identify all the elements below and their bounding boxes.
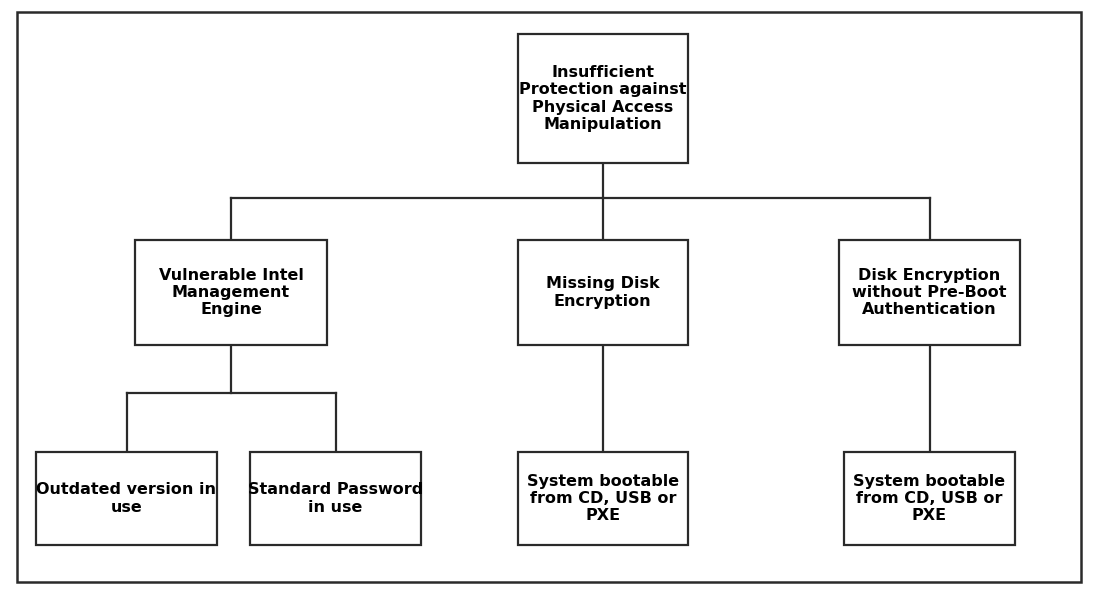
FancyBboxPatch shape (845, 453, 1014, 544)
Text: Disk Encryption
without Pre-Boot
Authentication: Disk Encryption without Pre-Boot Authent… (852, 267, 1006, 318)
Text: Vulnerable Intel
Management
Engine: Vulnerable Intel Management Engine (158, 267, 304, 318)
FancyBboxPatch shape (35, 453, 218, 544)
Text: System bootable
from CD, USB or
PXE: System bootable from CD, USB or PXE (527, 473, 679, 524)
Text: Outdated version in
use: Outdated version in use (36, 482, 217, 515)
FancyBboxPatch shape (518, 241, 689, 345)
Text: Missing Disk
Encryption: Missing Disk Encryption (546, 276, 660, 309)
FancyBboxPatch shape (518, 453, 689, 544)
Text: System bootable
from CD, USB or
PXE: System bootable from CD, USB or PXE (854, 473, 1005, 524)
Text: Insufficient
Protection against
Physical Access
Manipulation: Insufficient Protection against Physical… (519, 65, 686, 132)
Text: Standard Password
in use: Standard Password in use (248, 482, 424, 515)
FancyBboxPatch shape (250, 453, 420, 544)
FancyBboxPatch shape (134, 241, 328, 345)
FancyBboxPatch shape (518, 35, 689, 163)
FancyBboxPatch shape (838, 241, 1021, 345)
